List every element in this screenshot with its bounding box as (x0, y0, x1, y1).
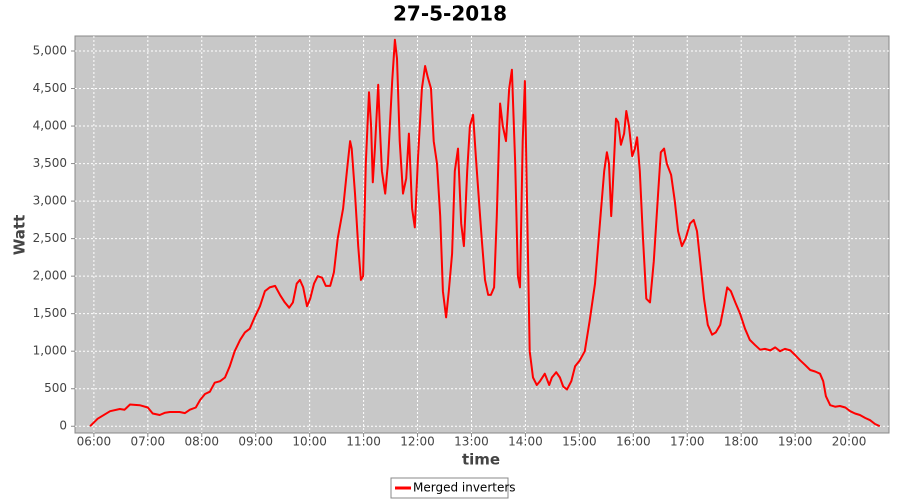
y-tick-label: 3,000 (33, 194, 67, 208)
x-tick-label: 12:00 (400, 435, 435, 449)
x-tick-label: 06:00 (77, 435, 112, 449)
x-tick-label: 20:00 (832, 435, 867, 449)
x-tick-label: 15:00 (562, 435, 597, 449)
data-line (89, 38, 881, 428)
x-tick-label: 08:00 (184, 435, 219, 449)
x-tick-label: 17:00 (670, 435, 705, 449)
y-tick-label: 1,000 (33, 344, 67, 358)
x-tick-label: 07:00 (131, 435, 166, 449)
y-axis-label: Watt (11, 215, 29, 255)
y-tick-label: 0 (59, 419, 67, 433)
y-tick-label: 2,500 (33, 231, 67, 245)
y-tick-label: 4,500 (33, 81, 67, 95)
y-tick-label: 1,500 (33, 306, 67, 320)
x-tick-label: 18:00 (724, 435, 759, 449)
x-axis-label: time (462, 451, 500, 469)
x-tick-label: 14:00 (508, 435, 543, 449)
legend-box (390, 477, 509, 499)
x-tick-label: 16:00 (616, 435, 651, 449)
x-tick-label: 11:00 (346, 435, 381, 449)
y-tick-label: 500 (44, 381, 67, 395)
legend-label: Merged inverters (413, 481, 516, 495)
x-tick-label: 09:00 (238, 435, 273, 449)
y-tick-label: 2,000 (33, 269, 67, 283)
y-tick-label: 3,500 (33, 156, 67, 170)
legend: Merged inverters (390, 477, 516, 499)
y-tick-label: 4,000 (33, 119, 67, 133)
y-tick-label: 5,000 (33, 44, 67, 58)
x-tick-label: 10:00 (292, 435, 327, 449)
x-tick-label: 13:00 (454, 435, 489, 449)
x-tick-label: 19:00 (778, 435, 813, 449)
chart-title: 27-5-2018 (393, 2, 507, 26)
